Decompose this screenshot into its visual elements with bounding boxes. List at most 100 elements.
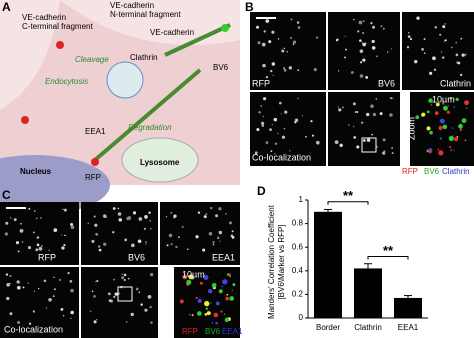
label: Lysosome (140, 158, 180, 167)
signal (457, 61, 461, 65)
signal (460, 73, 463, 76)
signal (442, 25, 446, 29)
signal (35, 217, 38, 220)
signal (444, 39, 447, 42)
signal (391, 152, 394, 155)
signal (382, 138, 386, 142)
signal (375, 98, 378, 100)
signal (365, 75, 369, 79)
y-tick-label: 0.2 (292, 290, 304, 299)
signal (274, 153, 276, 155)
signal (91, 239, 95, 243)
signal (62, 208, 64, 211)
signal (204, 300, 210, 307)
signal (203, 215, 207, 219)
signal (286, 50, 289, 53)
signal (280, 113, 283, 115)
label: BV6 (213, 63, 229, 72)
signal (414, 60, 418, 63)
signal (266, 19, 268, 21)
signal (270, 69, 273, 73)
signal (212, 244, 215, 246)
signal (179, 299, 184, 304)
image-label: RFP (252, 78, 270, 88)
signal (33, 231, 35, 234)
signal (213, 312, 219, 318)
signal (461, 53, 465, 57)
signal (354, 111, 357, 113)
label: VE-cadherin (150, 28, 194, 37)
label: VE-cadherin (22, 13, 66, 22)
signal (17, 250, 20, 253)
label: Cleavage (75, 55, 109, 64)
signal (173, 214, 177, 218)
signal (197, 211, 201, 214)
panel-label: D (257, 184, 266, 198)
signal (426, 110, 430, 114)
signal (170, 212, 173, 214)
signal (270, 150, 273, 153)
signal (53, 288, 56, 291)
signal (45, 307, 48, 309)
signal (297, 69, 300, 72)
signal (203, 274, 209, 280)
signal (231, 230, 234, 233)
signal (379, 112, 383, 116)
signal (28, 207, 31, 210)
image-label: BV6 (128, 252, 145, 262)
signal (283, 47, 286, 50)
micrograph (402, 12, 474, 90)
signal (48, 249, 50, 251)
signal (6, 283, 10, 287)
signal (361, 31, 365, 35)
signal (338, 108, 342, 112)
signal (125, 321, 128, 323)
signal (188, 274, 194, 280)
signal (17, 320, 21, 324)
signal (110, 299, 113, 303)
signal (288, 66, 293, 70)
label: N-terminal fragment (110, 10, 181, 19)
image-label: BV6 (378, 78, 395, 88)
signal (38, 246, 43, 251)
label: Clathrin (130, 53, 158, 62)
image-label: Co-localization (252, 152, 311, 162)
signal (148, 211, 151, 214)
signal (165, 216, 168, 218)
signal (465, 107, 468, 109)
signal (458, 123, 463, 129)
signal (407, 35, 411, 38)
image-label: Co-localization (4, 324, 63, 334)
signal (137, 239, 142, 244)
signal (5, 273, 9, 276)
signal (350, 71, 354, 74)
y-tick-label: 0 (299, 313, 304, 322)
signal (464, 139, 467, 142)
micrograph (250, 12, 326, 90)
signal (272, 74, 274, 76)
signal (453, 106, 456, 108)
micrograph (250, 92, 326, 166)
label: Nucleus (20, 167, 52, 176)
signal (454, 137, 459, 142)
signal (140, 303, 143, 306)
signal (62, 315, 65, 317)
signal (410, 38, 413, 41)
significance: ** (343, 188, 354, 203)
signal (225, 296, 230, 301)
signal (258, 111, 261, 114)
signal (372, 25, 376, 29)
signal (283, 68, 287, 72)
signal (371, 39, 375, 44)
image-label: EEA1 (212, 252, 235, 262)
signal (215, 214, 219, 218)
signal (58, 278, 62, 282)
micrograph (0, 267, 79, 338)
signal (195, 235, 199, 239)
signal (113, 278, 116, 281)
signal (64, 234, 66, 237)
signal (439, 119, 444, 123)
signal (359, 74, 364, 78)
signal (256, 128, 260, 132)
signal (144, 215, 148, 219)
